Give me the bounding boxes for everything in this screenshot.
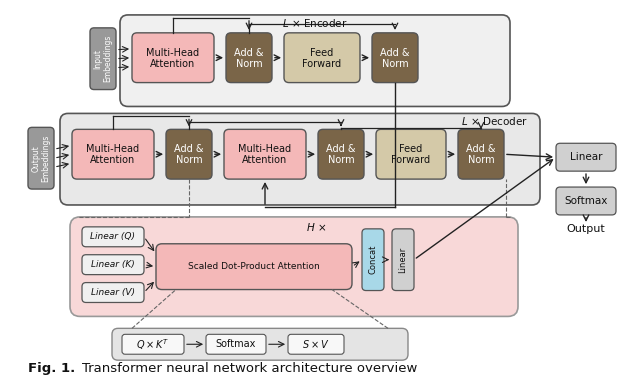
FancyBboxPatch shape [70, 217, 518, 317]
Text: Norm: Norm [468, 155, 494, 165]
Text: Multi-Head: Multi-Head [239, 144, 292, 154]
Text: Transformer neural network architecture overview: Transformer neural network architecture … [82, 362, 417, 374]
Text: Scaled Dot-Product Attention: Scaled Dot-Product Attention [188, 262, 320, 271]
Text: Feed: Feed [399, 144, 422, 154]
Text: Linear: Linear [570, 152, 602, 162]
Text: $L$ × Decoder: $L$ × Decoder [461, 115, 527, 127]
Text: Attention: Attention [150, 59, 196, 69]
FancyBboxPatch shape [226, 33, 272, 83]
FancyBboxPatch shape [318, 129, 364, 179]
Text: Softmax: Softmax [564, 196, 608, 206]
FancyBboxPatch shape [284, 33, 360, 83]
Text: Attention: Attention [243, 155, 287, 165]
FancyBboxPatch shape [224, 129, 306, 179]
FancyBboxPatch shape [60, 114, 540, 205]
Text: $Q \times K^T$: $Q \times K^T$ [136, 337, 170, 352]
Text: Linear: Linear [399, 247, 408, 273]
FancyBboxPatch shape [82, 255, 144, 274]
Text: Norm: Norm [176, 155, 202, 165]
Text: Input
Embeddings: Input Embeddings [93, 35, 113, 82]
FancyBboxPatch shape [112, 328, 408, 360]
Text: Norm: Norm [328, 155, 355, 165]
FancyBboxPatch shape [90, 28, 116, 89]
Text: Multi-Head: Multi-Head [147, 48, 200, 58]
Text: Linear (K): Linear (K) [91, 260, 135, 269]
FancyBboxPatch shape [556, 187, 616, 215]
Text: $L$ × Encoder: $L$ × Encoder [282, 17, 348, 29]
Text: Softmax: Softmax [216, 339, 256, 349]
Text: Fig. 1.: Fig. 1. [28, 362, 76, 374]
Text: Output
Embeddings: Output Embeddings [31, 135, 51, 182]
Text: Linear (Q): Linear (Q) [90, 232, 136, 241]
FancyBboxPatch shape [82, 283, 144, 302]
Text: Attention: Attention [90, 155, 136, 165]
Text: Feed: Feed [310, 48, 333, 58]
Text: Add &: Add & [380, 48, 410, 58]
Text: Norm: Norm [236, 59, 262, 69]
FancyBboxPatch shape [28, 127, 54, 189]
Text: Multi-Head: Multi-Head [86, 144, 140, 154]
FancyBboxPatch shape [206, 334, 266, 354]
FancyBboxPatch shape [166, 129, 212, 179]
FancyBboxPatch shape [122, 334, 184, 354]
Text: Forward: Forward [392, 155, 431, 165]
Text: Concat: Concat [369, 245, 378, 274]
Text: $H$ ×: $H$ × [306, 221, 326, 233]
Text: Forward: Forward [303, 59, 342, 69]
FancyBboxPatch shape [288, 334, 344, 354]
Text: Linear (V): Linear (V) [91, 288, 135, 297]
FancyBboxPatch shape [372, 33, 418, 83]
Text: Add &: Add & [326, 144, 356, 154]
Text: Add &: Add & [234, 48, 264, 58]
Text: Add &: Add & [467, 144, 496, 154]
Text: Output: Output [566, 224, 605, 234]
Text: $S \times V$: $S \times V$ [302, 338, 330, 350]
Text: Norm: Norm [381, 59, 408, 69]
FancyBboxPatch shape [72, 129, 154, 179]
FancyBboxPatch shape [362, 229, 384, 291]
FancyBboxPatch shape [556, 143, 616, 171]
FancyBboxPatch shape [82, 227, 144, 247]
FancyBboxPatch shape [132, 33, 214, 83]
Text: Add &: Add & [174, 144, 204, 154]
FancyBboxPatch shape [392, 229, 414, 291]
FancyBboxPatch shape [120, 15, 510, 106]
FancyBboxPatch shape [458, 129, 504, 179]
FancyBboxPatch shape [376, 129, 446, 179]
FancyBboxPatch shape [156, 244, 352, 290]
